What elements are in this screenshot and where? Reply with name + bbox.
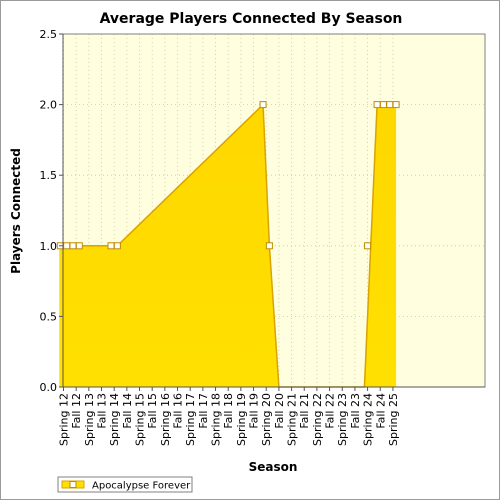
x-tick-label: Spring 21: [286, 393, 299, 446]
y-tick-label: 1.0: [40, 240, 58, 253]
data-point: [69, 242, 77, 250]
area-fill: [59, 104, 397, 387]
x-axis-label: Season: [249, 460, 298, 474]
x-tick-label: Spring 17: [184, 393, 197, 446]
data-point: [63, 242, 71, 250]
data-point: [379, 101, 387, 109]
legend-marker: [69, 481, 77, 488]
legend-box: [57, 476, 193, 493]
x-tick-label: Fall 18: [222, 393, 235, 429]
x-tick-label: Fall 22: [324, 393, 337, 429]
data-point: [107, 242, 115, 250]
y-tick-label: 0.5: [40, 310, 58, 323]
legend: Apocalypse Forever: [57, 476, 193, 493]
axes: [62, 33, 486, 388]
x-tick-label: Fall 21: [298, 393, 311, 429]
legend-label: Apocalypse Forever: [92, 481, 191, 492]
x-tick-label: Fall 20: [273, 393, 286, 429]
x-tick-label: Fall 14: [121, 393, 134, 429]
x-tick-label: Spring 13: [83, 393, 96, 446]
x-tick-label: Fall 23: [349, 393, 362, 429]
x-tick-label: Spring 20: [260, 393, 273, 446]
x-tick-label: Spring 14: [108, 393, 121, 446]
x-tick-label: Spring 22: [311, 393, 324, 446]
chart-title: Average Players Connected By Season: [100, 11, 403, 27]
y-tick-label: 1.5: [40, 169, 58, 182]
data-point: [75, 242, 83, 250]
y-tick-label: 2.5: [40, 28, 58, 41]
data-point: [373, 101, 381, 109]
data-point: [392, 101, 400, 109]
y-tick-label: 2.0: [40, 99, 58, 112]
x-tick-label: Spring 16: [159, 393, 172, 446]
data-point: [265, 242, 273, 250]
x-tick-label: Fall 17: [197, 393, 210, 429]
y-tick-label: 0.0: [40, 381, 58, 394]
data-point: [113, 242, 121, 250]
x-tick-label: Fall 16: [172, 393, 185, 429]
x-tick-label: Spring 19: [235, 393, 248, 446]
y-tick-labels: 0.0 0.5 1.0 1.5 2.0 2.5: [40, 28, 63, 394]
x-tick-labels: Spring 12 Fall 12 Spring 13 Fall 13 Spring 1…: [58, 387, 400, 446]
x-tick-label: Spring 25: [387, 393, 400, 446]
y-axis-label: Players Connected: [9, 148, 23, 274]
x-tick-label: Spring 24: [362, 393, 375, 446]
x-tick-label: Fall 13: [96, 393, 109, 429]
x-tick-label: Fall 12: [70, 393, 83, 429]
x-tick-label: Spring 23: [336, 393, 349, 446]
x-tick-label: Spring 18: [210, 393, 223, 446]
x-tick-label: Fall 19: [248, 393, 261, 429]
data-point: [259, 101, 267, 109]
data-point: [386, 101, 394, 109]
x-tick-label: Spring 12: [58, 393, 71, 446]
x-tick-label: Fall 15: [146, 393, 159, 429]
x-tick-label: Fall 24: [374, 393, 387, 429]
x-tick-label: Spring 15: [134, 393, 147, 446]
data-point: [364, 242, 372, 250]
